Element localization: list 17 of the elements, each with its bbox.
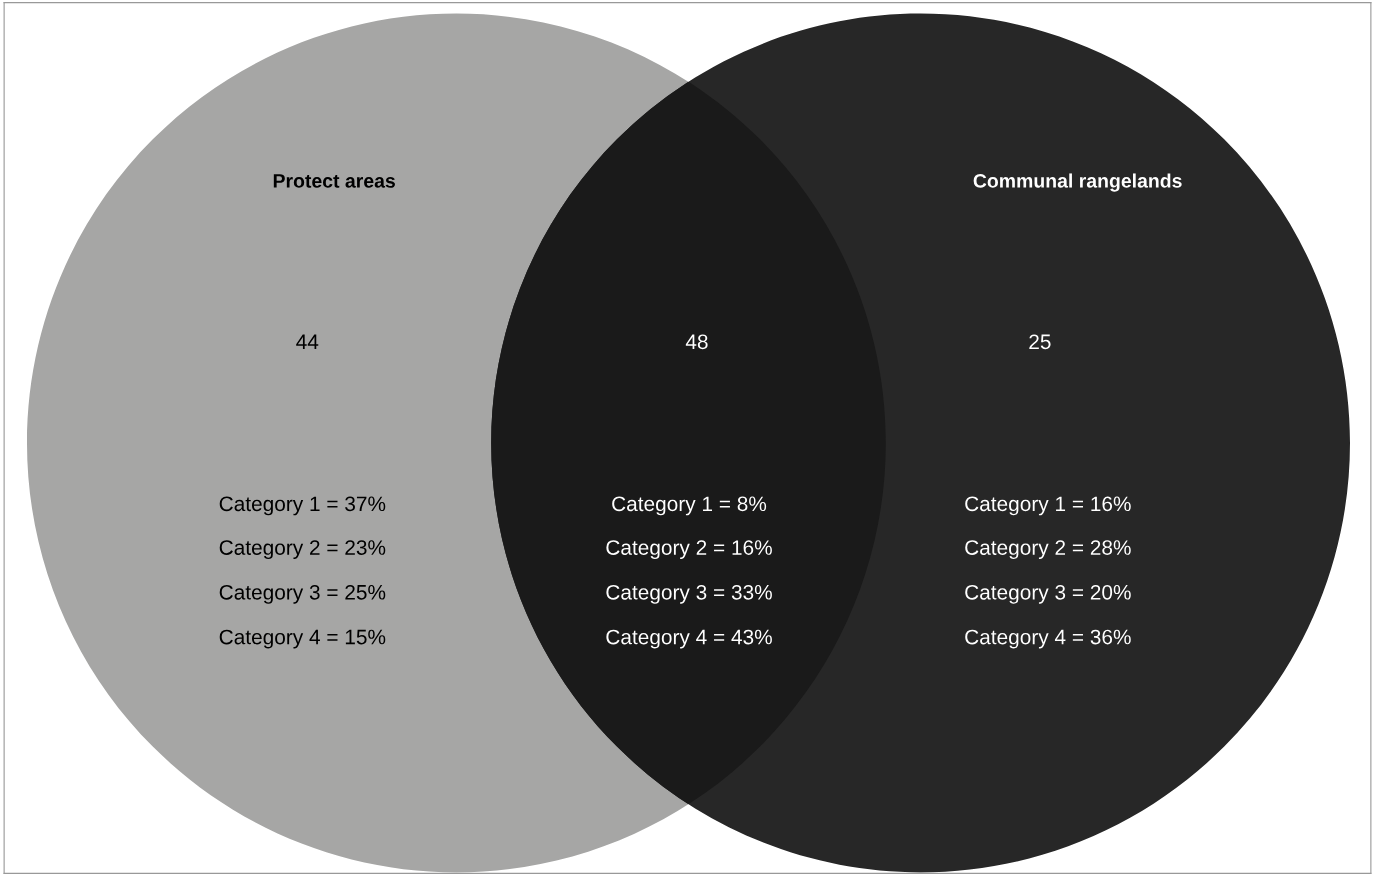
text: Category 3 = 25% xyxy=(219,584,386,604)
data-label: 44 xyxy=(296,334,319,349)
text: Communal rangelands xyxy=(973,173,1182,192)
data-label: 25 xyxy=(1029,334,1051,350)
text: Category 2 = 28% xyxy=(965,540,1131,560)
text: Category 3 = 20% xyxy=(965,584,1131,604)
text: Category 4 = 36% xyxy=(965,629,1131,649)
text: Category 1 = 8% xyxy=(612,496,767,516)
text: Category 4 = 43% xyxy=(606,629,772,649)
text: Category 3 = 33% xyxy=(606,584,772,604)
data-label: 48 xyxy=(685,334,708,350)
text: Category 2 = 16% xyxy=(606,540,772,560)
text: Protect areas xyxy=(273,174,395,188)
text: Category 4 = 15% xyxy=(219,629,386,649)
text: Category 2 = 23% xyxy=(219,540,386,560)
text: Category 1 = 16% xyxy=(965,496,1131,516)
text: Category 1 = 37% xyxy=(219,496,386,516)
